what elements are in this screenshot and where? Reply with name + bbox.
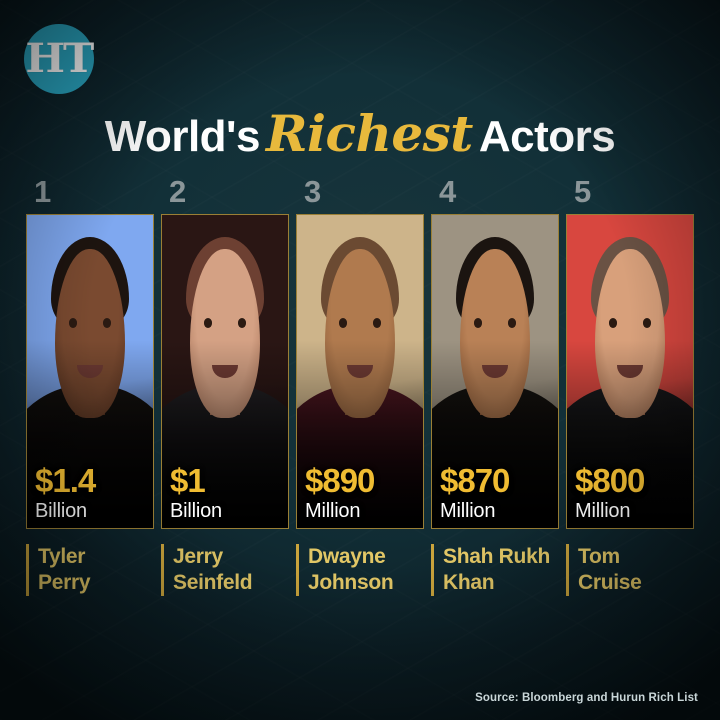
actor-card-2: $1 Billion [161, 214, 289, 529]
source-credit: Source: Bloomberg and Hurun Rich List [475, 692, 698, 704]
rank-number-4: 4 [439, 174, 457, 209]
actor-name-row: Tyler Perry Jerry Seinfeld Dwayne Johnson Shah… [26, 544, 694, 604]
net-worth-amount: $890 [305, 462, 375, 499]
name-accent-bar [566, 544, 569, 596]
name-line-1: Tom [578, 545, 620, 568]
name-line-2: Cruise [578, 570, 642, 594]
name-line-1: Dwayne [308, 545, 386, 568]
name-accent-bar [161, 544, 164, 596]
actor-name-4: Shah Rukh Khan [431, 544, 559, 604]
name-accent-bar [26, 544, 29, 596]
name-line-2: Seinfeld [173, 570, 253, 594]
net-worth-amount: $870 [440, 462, 510, 499]
rank-number-2: 2 [169, 174, 187, 209]
net-worth-unit: Million [575, 500, 631, 522]
name-accent-bar [296, 544, 299, 596]
net-worth-amount: $1 [170, 462, 206, 499]
name-line-1: Jerry [173, 545, 223, 568]
name-line-2: Perry [38, 570, 91, 594]
name-line-1: Shah Rukh [443, 545, 550, 568]
rank-number-3: 3 [304, 174, 322, 209]
actor-card-3: $890 Million [296, 214, 424, 529]
title-highlight: Richest [266, 104, 473, 163]
ht-logo-icon: HT [24, 24, 94, 94]
name-accent-bar [431, 544, 434, 596]
name-line-1: Tyler [38, 545, 86, 568]
net-worth-block: $870 Million [440, 464, 554, 521]
name-text: Dwayne Johnson [308, 544, 394, 604]
actor-card-4: $870 Million [431, 214, 559, 529]
rank-number-row: 1 2 3 4 5 [26, 176, 694, 214]
actor-name-1: Tyler Perry [26, 544, 154, 604]
actor-name-2: Jerry Seinfeld [161, 544, 289, 604]
name-line-2: Johnson [308, 570, 394, 594]
net-worth-block: $1.4 Billion [35, 464, 149, 521]
name-line-2: Khan [443, 570, 495, 594]
page-title: World's Richest Actors [0, 104, 720, 163]
actor-card-1: $1.4 Billion [26, 214, 154, 529]
name-text: Shah Rukh Khan [443, 544, 550, 604]
actor-name-5: Tom Cruise [566, 544, 694, 604]
net-worth-amount: $1.4 [35, 462, 96, 499]
net-worth-block: $800 Million [575, 464, 689, 521]
net-worth-unit: Million [305, 500, 361, 522]
name-text: Jerry Seinfeld [173, 544, 253, 604]
net-worth-block: $890 Million [305, 464, 419, 521]
rank-number-1: 1 [34, 174, 52, 209]
net-worth-block: $1 Billion [170, 464, 284, 521]
ht-logo-text: HT [25, 35, 95, 82]
actor-name-3: Dwayne Johnson [296, 544, 424, 604]
actor-card-5: $800 Million [566, 214, 694, 529]
name-text: Tyler Perry [38, 544, 91, 604]
net-worth-unit: Billion [35, 500, 87, 522]
actor-card-row: $1.4 Billion $1 Billion $890 Million $870 Milli… [26, 214, 694, 529]
net-worth-unit: Billion [170, 500, 222, 522]
title-part-one: World's [104, 112, 261, 161]
title-part-two: Actors [478, 112, 616, 161]
name-text: Tom Cruise [578, 544, 642, 604]
net-worth-amount: $800 [575, 462, 645, 499]
rank-number-5: 5 [574, 174, 592, 209]
net-worth-unit: Million [440, 500, 496, 522]
